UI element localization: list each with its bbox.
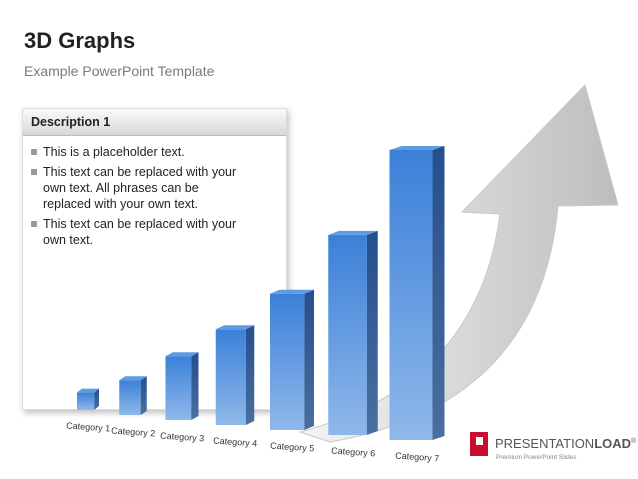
x-tick-label: Category 3: [160, 430, 205, 443]
logo-icon-cut: [476, 437, 483, 445]
bar-side: [432, 146, 445, 440]
x-tick-label: Category 7: [395, 450, 440, 463]
bar-side: [191, 352, 199, 420]
bar: [328, 234, 367, 435]
slide-subtitle: Example PowerPoint Template: [24, 63, 215, 79]
bullet-list: This is a placeholder text. This text ca…: [23, 144, 243, 248]
x-tick-label: Category 5: [270, 440, 315, 453]
logo: PRESENTATIONLOAD® Premium PowerPoint Sli…: [470, 432, 637, 461]
bullet: This text can be replaced with your own …: [31, 216, 243, 248]
slide-title: 3D Graphs: [24, 28, 136, 53]
bullet: This text can be replaced with your own …: [31, 164, 243, 212]
description-title: Description 1: [23, 109, 286, 136]
bullet: This is a placeholder text.: [31, 144, 243, 160]
bar-top: [77, 388, 99, 393]
x-tick-label: Category 4: [213, 435, 258, 448]
x-tick-label: Category 2: [111, 425, 156, 438]
bar-side: [140, 376, 147, 415]
bar-top: [215, 325, 255, 330]
x-tick-label: Category 1: [66, 420, 111, 433]
bar-side: [366, 230, 378, 435]
bar: [119, 380, 141, 415]
logo-tagline: Premium PowerPoint Slides: [496, 454, 577, 461]
logo-name-bold: LOAD: [594, 436, 631, 451]
bar-top: [119, 376, 147, 381]
x-tick-label: Category 6: [331, 445, 376, 458]
bar: [389, 150, 433, 440]
logo-registered: ®: [631, 437, 637, 445]
logo-name: PRESENTATIONLOAD®: [495, 436, 637, 451]
bar-top: [328, 230, 378, 235]
logo-name-regular: PRESENTATION: [495, 436, 594, 451]
bar-top: [389, 146, 445, 150]
bar: [270, 293, 305, 430]
bar: [165, 356, 192, 420]
bar: [77, 392, 95, 410]
bar-top: [270, 289, 314, 294]
bar-side: [94, 388, 99, 410]
bar-side: [245, 325, 255, 425]
bar-top: [165, 352, 199, 357]
bar-side: [304, 289, 314, 430]
bar: [215, 329, 246, 425]
